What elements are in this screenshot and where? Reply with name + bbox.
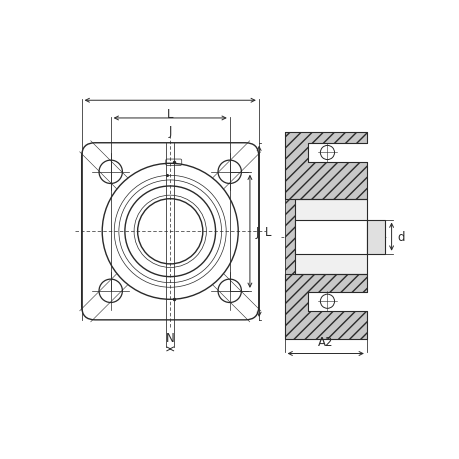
Bar (366, 220, 384, 254)
Text: J: J (255, 225, 258, 238)
Text: L: L (264, 225, 271, 238)
Text: J: J (168, 125, 172, 138)
Bar (295, 220, 366, 254)
Bar (295, 200, 366, 274)
Polygon shape (284, 274, 366, 340)
Bar (284, 133, 295, 340)
Text: N: N (166, 331, 174, 344)
Polygon shape (284, 133, 366, 200)
Text: L: L (167, 107, 173, 120)
Text: d: d (397, 230, 404, 244)
Text: A2: A2 (317, 336, 333, 348)
